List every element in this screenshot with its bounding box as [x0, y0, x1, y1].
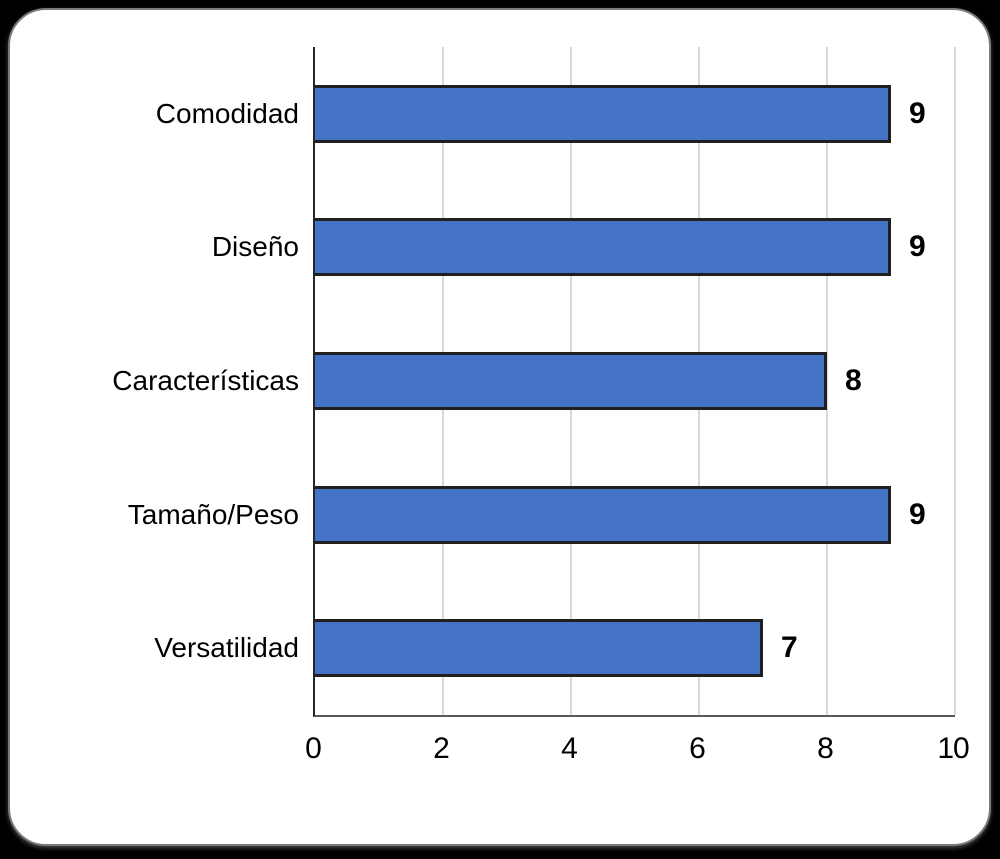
x-axis-tick-label-2: 2: [433, 732, 450, 765]
x-axis-tick-label-10: 10: [937, 732, 969, 765]
bar-row: 8: [315, 314, 955, 448]
category-label-tamano-peso: Tamaño/Peso: [127, 498, 299, 530]
x-axis-tick-label-0: 0: [305, 732, 322, 765]
plot-area: 9 9 8 9 7: [313, 47, 956, 717]
data-label-diseno: 9: [909, 230, 926, 264]
data-label-caracteristicas: 8: [845, 363, 862, 397]
x-axis-tick-label-6: 6: [689, 732, 706, 765]
bar-caracteristicas: [315, 351, 827, 410]
bar-comodidad: [315, 84, 891, 143]
bar-row: 7: [315, 581, 955, 715]
y-axis-category-labels: Comodidad Diseño Características Tamaño/…: [10, 47, 299, 715]
slide-card: Comodidad Diseño Características Tamaño/…: [8, 8, 991, 846]
x-axis-tick-label-4: 4: [561, 732, 578, 765]
x-axis-tick-label-8: 8: [817, 732, 834, 765]
category-label-comodidad: Comodidad: [155, 97, 299, 129]
category-label-caracteristicas: Características: [112, 364, 299, 396]
bar-rows: 9 9 8 9 7: [315, 47, 955, 715]
gridline-x-10: [954, 47, 956, 715]
data-label-versatilidad: 7: [781, 631, 798, 665]
bar-diseno: [315, 218, 891, 277]
x-axis: 0 2 4 6 8 10: [305, 726, 970, 772]
category-label-versatilidad: Versatilidad: [154, 632, 299, 664]
bar-row: 9: [315, 181, 955, 315]
data-label-tamano-peso: 9: [909, 497, 926, 531]
bar-versatilidad: [315, 619, 763, 678]
bar-tamano-peso: [315, 485, 891, 544]
data-label-comodidad: 9: [909, 96, 926, 130]
gridline-x-8: [826, 47, 828, 715]
bar-row: 9: [315, 448, 955, 582]
category-label-diseno: Diseño: [211, 231, 299, 263]
bar-row: 9: [315, 47, 955, 181]
